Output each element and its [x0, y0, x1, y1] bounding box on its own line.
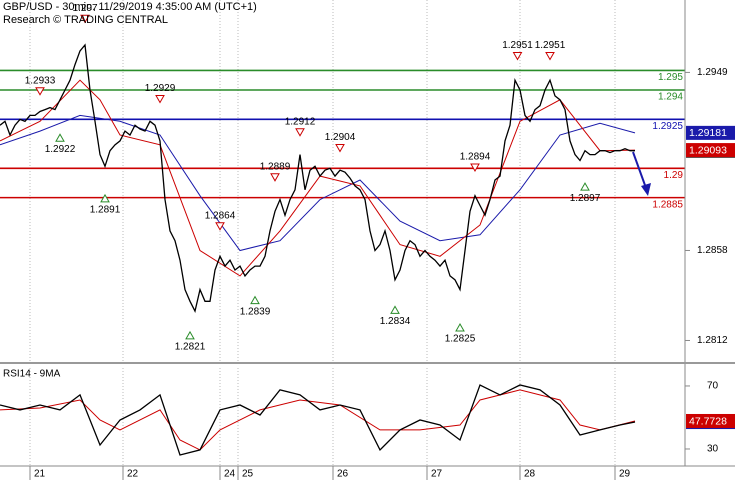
series-line — [0, 114, 636, 252]
chart-title: GBP/USD - 30min. 11/29/2019 4:35:00 AM (… — [3, 1, 257, 13]
forecast-arrow-head — [641, 183, 651, 196]
y-tick-label: 30 — [707, 444, 719, 455]
peak-label: 1.2933 — [25, 75, 56, 86]
peak-marker — [155, 95, 165, 104]
trough-marker — [390, 305, 400, 314]
series-line — [0, 384, 636, 456]
x-tick-label: 24 — [224, 469, 236, 480]
peak-marker — [35, 87, 45, 96]
y-tick-label: 1.2949 — [697, 67, 728, 78]
trough-label: 1.2825 — [445, 334, 476, 345]
trough-marker — [455, 323, 465, 332]
peak-label: 1.297 — [72, 3, 97, 14]
peak-label: 1.2894 — [460, 152, 491, 163]
x-tick-label: 21 — [34, 469, 46, 480]
peak-label: 1.2864 — [205, 210, 236, 221]
chart-subtitle: Research © TRADING CENTRAL — [3, 14, 168, 26]
trough-label: 1.2834 — [380, 316, 411, 327]
level-label: 1.2885 — [652, 199, 683, 210]
trough-marker — [250, 295, 260, 305]
peak-marker — [80, 14, 90, 24]
series-line — [0, 43, 635, 313]
peak-marker — [335, 143, 345, 153]
peak-label: 1.2929 — [145, 83, 176, 94]
trough-label: 1.2821 — [175, 342, 206, 353]
peak-marker — [295, 128, 305, 137]
trough-marker — [185, 330, 195, 340]
level-label: 1.2925 — [652, 121, 683, 132]
trough-label: 1.2891 — [90, 205, 121, 216]
y-tick-label: 70 — [707, 381, 719, 392]
value-box — [686, 413, 735, 428]
peak-label: 1.2912 — [285, 116, 316, 127]
level-label: 1.295 — [658, 72, 683, 83]
trough-label: 1.2897 — [570, 193, 601, 204]
x-tick-label: 29 — [619, 469, 631, 480]
x-tick-label: 28 — [524, 469, 536, 480]
series-line — [0, 389, 636, 451]
value-box-label: 47.7728 — [689, 415, 727, 427]
value-box — [686, 125, 735, 140]
peak-label: 1.2951 — [535, 40, 566, 51]
peak-marker — [215, 222, 225, 231]
trough-label: 1.2922 — [45, 144, 76, 155]
peak-label: 1.2904 — [325, 132, 356, 143]
trough-marker — [100, 193, 110, 203]
peak-marker — [470, 163, 480, 173]
value-box — [686, 143, 735, 158]
x-tick-label: 22 — [127, 469, 139, 480]
y-tick-label: 1.2812 — [697, 335, 728, 346]
x-tick-label: 27 — [431, 469, 443, 480]
value-box-label: 1.29181 — [689, 127, 727, 139]
value-box-label: 1.29093 — [689, 144, 727, 156]
trough-marker — [55, 133, 65, 142]
level-label: 1.294 — [658, 92, 683, 103]
trough-marker — [580, 182, 590, 191]
peak-label: 1.2951 — [502, 40, 533, 51]
trough-label: 1.2839 — [240, 306, 271, 317]
peak-marker — [545, 51, 555, 61]
x-tick-label: 26 — [337, 469, 349, 480]
peak-marker — [270, 173, 280, 182]
level-label: 1.29 — [664, 170, 684, 181]
forecast-arrow — [632, 151, 647, 189]
x-tick-label: 25 — [242, 469, 254, 480]
y-tick-label: 1.2858 — [697, 245, 728, 256]
peak-marker — [512, 51, 523, 61]
peak-label: 1.2889 — [260, 161, 291, 172]
rsi-title: RSI14 - 9MA — [3, 369, 61, 380]
